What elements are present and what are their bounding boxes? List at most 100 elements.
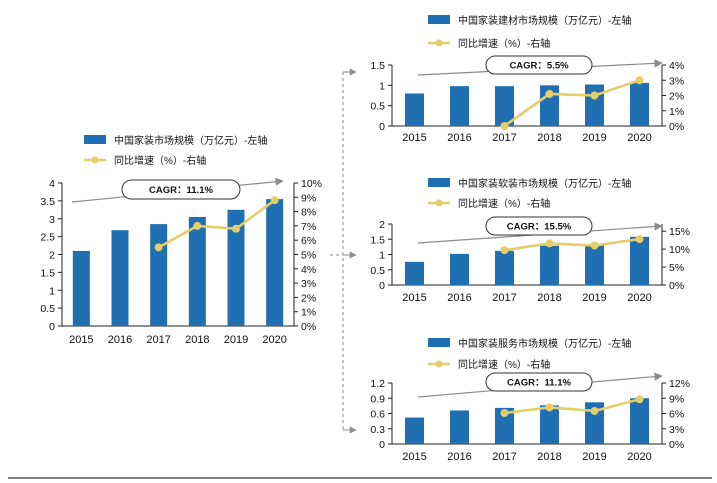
category-label: 2019 xyxy=(224,334,248,346)
right-tick-label: 4% xyxy=(301,264,316,276)
bar-2016 xyxy=(111,230,129,326)
bar-2019 xyxy=(585,402,604,444)
category-label: 2019 xyxy=(582,132,606,144)
category-label: 2018 xyxy=(185,334,209,346)
bar-2020 xyxy=(630,398,649,444)
growth-point-2018 xyxy=(545,89,554,98)
category-label: 2019 xyxy=(582,292,606,304)
bar-2017 xyxy=(495,407,514,444)
right-tick-label: 7% xyxy=(301,221,316,233)
bar-2018 xyxy=(540,405,559,444)
right-tick-label: 6% xyxy=(669,409,684,421)
category-label: 2019 xyxy=(582,451,606,463)
right-tick-label: 0% xyxy=(669,439,684,451)
right-tick-label: 1% xyxy=(301,307,316,319)
left-tick-label: 1.5 xyxy=(370,234,385,246)
right-tick-label: 2% xyxy=(669,91,684,103)
category-label: 2017 xyxy=(146,334,170,346)
left-tick-label: 4 xyxy=(49,178,55,190)
right-tick-label: 9% xyxy=(669,393,684,405)
bar-2018 xyxy=(540,245,559,285)
bar-2020 xyxy=(630,236,649,285)
right-tick-label: 3% xyxy=(669,75,684,87)
cagr-badge xyxy=(121,179,241,200)
category-label: 2020 xyxy=(627,292,651,304)
growth-point-2020 xyxy=(635,395,644,404)
right-tick-label: 0% xyxy=(669,121,684,133)
bar-2019 xyxy=(585,244,604,285)
bar-2017 xyxy=(495,86,514,126)
bar-2018 xyxy=(540,85,559,126)
bar-2016 xyxy=(450,253,469,285)
right-tick-label: 15% xyxy=(669,226,690,238)
right-tick-label: 9% xyxy=(301,192,316,204)
cagr-label: CAGR：11.1% xyxy=(507,378,571,389)
legend-line-marker xyxy=(435,199,443,207)
right-tick-label: 12% xyxy=(669,378,690,390)
legend-bar-label: 中国家装市场规模（万亿元）-左轴 xyxy=(114,134,267,147)
category-label: 2016 xyxy=(447,292,471,304)
category-label: 2016 xyxy=(447,132,471,144)
category-label: 2015 xyxy=(402,292,426,304)
right-tick-label: 0% xyxy=(301,321,316,333)
left-tick-label: 1.5 xyxy=(370,60,385,72)
growth-rate-line xyxy=(504,237,640,252)
left-tick-label: 2 xyxy=(49,250,55,262)
growth-point-2019 xyxy=(590,241,599,250)
growth-rate-line xyxy=(158,199,276,249)
growth-point-2017 xyxy=(154,243,163,252)
growth-point-2018 xyxy=(545,239,554,248)
legend-line-marker xyxy=(435,39,443,47)
right-tick-label: 0% xyxy=(669,280,684,292)
category-label: 2017 xyxy=(492,132,516,144)
bar-2017 xyxy=(495,250,514,285)
growth-point-2017 xyxy=(500,122,509,130)
bar-2019 xyxy=(585,84,604,126)
left-tick-label: 2 xyxy=(379,219,385,231)
growth-point-2018 xyxy=(193,221,202,230)
bar-2018 xyxy=(188,216,206,326)
right-tick-label: 3% xyxy=(669,424,684,436)
right-tick-label: 5% xyxy=(669,262,684,274)
category-label: 2020 xyxy=(262,334,286,346)
left-tick-label: 0 xyxy=(379,280,385,292)
right-tick-label: 6% xyxy=(301,235,316,247)
right-tick-label: 10% xyxy=(669,244,690,256)
legend-bar-swatch xyxy=(84,135,106,144)
category-label: 2020 xyxy=(627,451,651,463)
growth-rate-line xyxy=(503,79,640,128)
category-label: 2020 xyxy=(627,132,651,144)
growth-point-2018 xyxy=(545,403,554,412)
legend-bar-label: 中国家装服务市场规模（万亿元）-左轴 xyxy=(458,337,631,350)
growth-point-2019 xyxy=(590,91,599,100)
left-tick-label: 1 xyxy=(49,285,55,297)
left-tick-label: 0 xyxy=(379,121,385,133)
cagr-badge xyxy=(485,216,593,236)
category-label: 2016 xyxy=(447,451,471,463)
growth-point-2019 xyxy=(232,224,240,233)
bar-2015 xyxy=(405,417,424,444)
left-tick-label: 3 xyxy=(49,214,55,226)
cagr-badge xyxy=(485,55,593,75)
category-label: 2017 xyxy=(492,451,516,463)
growth-point-2020 xyxy=(635,76,644,85)
legend-line-label: 同比增速（%）-右轴 xyxy=(458,197,550,210)
growth-point-2020 xyxy=(270,196,279,205)
right-tick-label: 8% xyxy=(301,207,316,219)
category-label: 2017 xyxy=(492,292,516,304)
dashed-connector xyxy=(330,68,357,434)
bar-2015 xyxy=(405,93,424,126)
bar-2016 xyxy=(450,86,469,126)
right-tick-label: 4% xyxy=(669,60,684,72)
left-tick-label: 1.2 xyxy=(370,378,385,390)
left-tick-label: 1 xyxy=(379,250,385,262)
legend-line-label: 同比增速（%）-右轴 xyxy=(458,358,550,371)
left-tick-label: 3.5 xyxy=(40,196,55,208)
bar-2020 xyxy=(630,82,649,126)
left-tick-label: 0.6 xyxy=(370,409,385,421)
